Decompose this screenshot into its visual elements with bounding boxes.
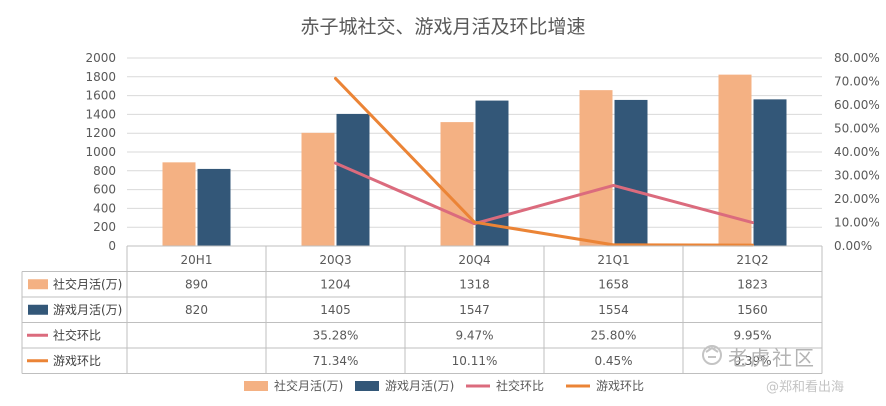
table-cell-value: 890 (185, 277, 208, 291)
legend-label: 社交环比 (496, 378, 544, 393)
legend-label: 游戏月活(万) (385, 379, 454, 393)
x-tick-label: 20Q3 (319, 253, 351, 267)
table-cell-value: 1204 (320, 277, 351, 291)
y-left-tick-label: 600 (93, 183, 116, 197)
table-cell-value: 1547 (459, 303, 490, 317)
chart-title: 赤子城社交、游戏月活及环比增速 (300, 16, 585, 38)
y-right-tick-label: 0.00% (834, 239, 872, 253)
line-game-qoq (334, 76, 754, 247)
tiger-logo-icon (702, 345, 722, 365)
y-left-tick-label: 1600 (85, 89, 116, 103)
y-left-tick-label: 1000 (85, 145, 116, 159)
table-series-name: 游戏环比 (53, 354, 101, 368)
y-left-tick-label: 1400 (85, 107, 116, 121)
table-cell-value: 35.28% (313, 328, 359, 342)
y-left-tick-label: 0 (108, 239, 116, 253)
bar-social (579, 90, 613, 246)
table-cell-value: 1318 (459, 277, 490, 291)
y-right-tick-label: 70.00% (834, 75, 880, 89)
table-cell-value: 9.47% (455, 328, 493, 342)
bar-game (753, 99, 787, 246)
bar-game (614, 99, 648, 246)
legend-label: 游戏环比 (596, 379, 644, 393)
bar-game (197, 168, 231, 246)
y-left-tick-label: 1800 (85, 70, 116, 84)
x-tick-label: 21Q2 (736, 253, 768, 267)
y-left-tick-label: 1200 (85, 126, 116, 140)
table-legend-key (28, 279, 48, 290)
table-cell-value: 10.11% (452, 354, 498, 368)
y-right-tick-label: 30.00% (834, 169, 880, 183)
watermark-brand: 老虎社区 (728, 346, 816, 370)
y-right-tick-label: 10.00% (834, 216, 880, 230)
legend-key (355, 381, 379, 391)
table-series-name: 游戏月活(万) (53, 303, 122, 317)
line-social-qoq (334, 161, 754, 226)
table-series-name: 社交环比 (53, 327, 101, 342)
bar-social (301, 132, 335, 246)
bar-social (440, 122, 474, 246)
table-series-name: 社交月活(万) (53, 276, 122, 291)
y-left-tick-label: 200 (93, 220, 116, 234)
watermark-author: @郑和看出海 (766, 380, 845, 395)
table-cell-value: 1405 (320, 303, 351, 317)
y-right-tick-label: 40.00% (834, 145, 880, 159)
table-cell-value: 9.95% (733, 328, 771, 342)
y-right-tick-label: 50.00% (834, 122, 880, 136)
y-left-tick-label: 400 (93, 201, 116, 215)
y-right-tick-label: 60.00% (834, 98, 880, 112)
y-left-tick-label: 2000 (85, 51, 116, 65)
x-tick-label: 20Q4 (458, 253, 490, 267)
y-right-tick-label: 80.00% (834, 51, 880, 65)
y-right-tick-label: 20.00% (834, 192, 880, 206)
table-cell-value: 0.45% (594, 354, 632, 368)
table-cell-value: 1658 (598, 277, 629, 291)
bar-game (336, 113, 370, 247)
bar-social (162, 162, 196, 246)
x-tick-label: 20H1 (181, 253, 213, 267)
x-tick-label: 21Q1 (597, 253, 629, 267)
table-cell-value: 25.80% (591, 328, 637, 342)
table-cell-value: 0.39% (733, 354, 771, 368)
table-cell-value: 71.34% (313, 354, 359, 368)
legend-label: 社交月活(万) (274, 378, 343, 393)
table-cell-value: 1823 (737, 277, 768, 291)
legend-key (244, 381, 268, 391)
table-cell-value: 1560 (737, 303, 768, 317)
table-legend-key (28, 304, 48, 315)
table-cell-value: 1554 (598, 303, 629, 317)
table-cell-value: 820 (185, 303, 208, 317)
y-left-tick-label: 800 (93, 164, 116, 178)
